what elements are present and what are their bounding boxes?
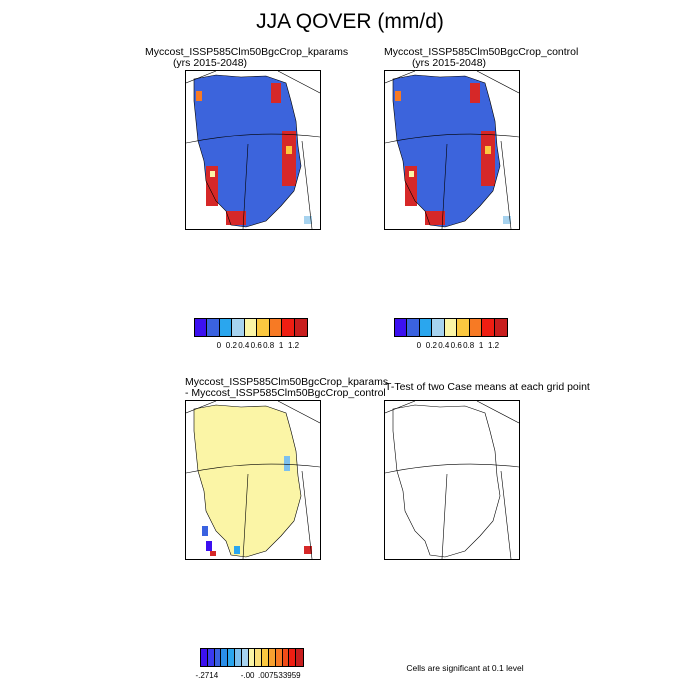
colorbar-swatch xyxy=(268,649,276,666)
panel2-title: Myccost_ISSP585Clm50BgcCrop_control (yrs… xyxy=(384,46,579,69)
colorbar-tick-label: 0.8 xyxy=(463,341,475,350)
panel3-title-line2: - Myccost_ISSP585Clm50BgcCrop_control xyxy=(185,387,386,399)
greenland-map-ttest xyxy=(385,401,519,559)
panel2-title-line1: Myccost_ISSP585Clm50BgcCrop_control xyxy=(384,46,579,58)
colorbar-swatch xyxy=(395,319,408,336)
colorbar-swatch xyxy=(207,649,215,666)
colorbar-swatch xyxy=(494,319,507,336)
colorbar-kparams-labels: 0 0.2 0.4 0.6 0.8 1 1.2 xyxy=(194,341,306,351)
colorbar-tick-label: -.2714 xyxy=(195,671,219,680)
panel3-title-line1: Myccost_ISSP585Clm50BgcCrop_kparams xyxy=(185,376,389,388)
panel1-title-line1: Myccost_ISSP585Clm50BgcCrop_kparams xyxy=(145,46,349,58)
colorbar-swatch xyxy=(219,319,233,336)
figure-title: JJA QOVER (mm/d) xyxy=(256,10,444,33)
colorbar-tick-label: 0.2 xyxy=(225,341,237,350)
colorbar-swatch xyxy=(255,649,263,666)
colorbar-swatch xyxy=(289,649,297,666)
colorbar-tick-label: 0.2 xyxy=(425,341,437,350)
colorbar-swatch xyxy=(269,319,283,336)
colorbar-tick-label: 0.6 xyxy=(250,341,262,350)
colorbar-tick-label: .0075 xyxy=(257,671,279,680)
colorbar-swatch xyxy=(248,649,256,666)
colorbar-swatch xyxy=(432,319,445,336)
colorbar-tick-label: 0.8 xyxy=(263,341,275,350)
colorbar-tick-label: -.00 xyxy=(240,671,255,680)
panel4-title: T-Test of two Case means at each grid po… xyxy=(385,381,590,393)
colorbar-difference xyxy=(200,648,304,667)
map-panel-kparams xyxy=(185,70,321,230)
colorbar-tick-label: 1 xyxy=(278,341,284,350)
colorbar-swatch xyxy=(241,649,249,666)
panel2-title-line2: (yrs 2015-2048) xyxy=(411,57,487,69)
map-panel-control xyxy=(384,70,520,230)
colorbar-tick-label: 0 xyxy=(416,341,422,350)
coast-cells xyxy=(395,83,511,225)
colorbar-swatch xyxy=(444,319,458,336)
colorbar-kparams xyxy=(194,318,308,337)
greenland-map-kparams xyxy=(186,71,320,229)
coast-cells xyxy=(196,83,312,225)
colorbar-tick-label: 0.4 xyxy=(238,341,250,350)
colorbar-tick-label: 1.2 xyxy=(287,341,300,350)
colorbar-swatch xyxy=(282,649,290,666)
colorbar-swatch xyxy=(482,319,495,336)
colorbar-swatch xyxy=(207,319,220,336)
colorbar-swatch xyxy=(407,319,420,336)
panel3-title: Myccost_ISSP585Clm50BgcCrop_kparams - My… xyxy=(185,376,389,399)
difference-cells xyxy=(202,456,312,556)
panel1-title: Myccost_ISSP585Clm50BgcCrop_kparams (yrs… xyxy=(145,46,349,69)
colorbar-swatch xyxy=(221,649,229,666)
colorbar-tick-label: .33959 xyxy=(276,671,301,680)
colorbar-swatch xyxy=(296,649,303,666)
colorbar-tick-label: 1 xyxy=(478,341,484,350)
colorbar-swatch xyxy=(201,649,208,666)
colorbar-swatch xyxy=(262,649,269,666)
colorbar-difference-labels: -.2714 -.00.0075.33959 xyxy=(195,671,302,681)
colorbar-swatch xyxy=(234,649,242,666)
colorbar-swatch xyxy=(294,319,307,336)
colorbar-swatch xyxy=(419,319,433,336)
colorbar-swatch xyxy=(214,649,222,666)
colorbar-swatch xyxy=(195,319,208,336)
colorbar-tick-label: 1.2 xyxy=(487,341,500,350)
colorbar-swatch xyxy=(257,319,270,336)
map-panel-difference xyxy=(185,400,321,560)
colorbar-swatch xyxy=(232,319,245,336)
colorbar-tick-label: 0.4 xyxy=(438,341,450,350)
panel1-title-line2: (yrs 2015-2048) xyxy=(172,57,248,69)
colorbar-control-labels: 0 0.2 0.4 0.6 0.8 1 1.2 xyxy=(394,341,506,351)
significance-note: Cells are significant at 0.1 level xyxy=(406,663,524,673)
colorbar-swatch xyxy=(275,649,283,666)
colorbar-swatch xyxy=(469,319,483,336)
map-panel-ttest xyxy=(384,400,520,560)
greenland-map-control xyxy=(385,71,519,229)
colorbar-tick-label: 0.6 xyxy=(450,341,462,350)
colorbar-swatch xyxy=(228,649,235,666)
colorbar-tick-label: 0 xyxy=(216,341,222,350)
greenland-map-difference xyxy=(186,401,320,559)
colorbar-swatch xyxy=(282,319,295,336)
colorbar-control xyxy=(394,318,508,337)
colorbar-swatch xyxy=(457,319,470,336)
colorbar-swatch xyxy=(244,319,258,336)
panel4-title-line1: T-Test of two Case means at each grid po… xyxy=(385,381,590,393)
